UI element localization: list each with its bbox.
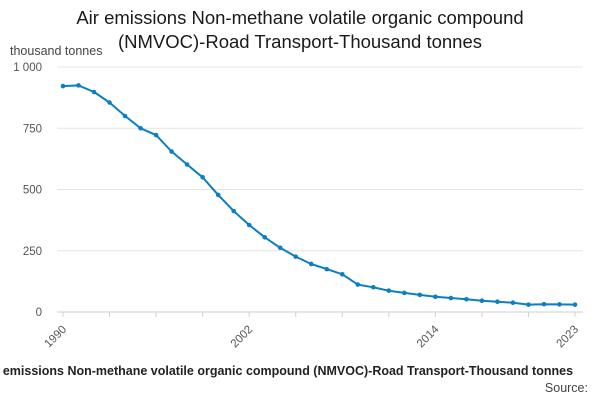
data-point	[277, 245, 283, 251]
data-point	[76, 83, 81, 88]
x-tick-label: 2023	[555, 324, 582, 351]
data-point	[107, 100, 112, 105]
y-tick-label: 0	[36, 307, 42, 319]
source-label: Source:	[544, 381, 588, 395]
series-legend-label: Air emissions Non-methane volatile organ…	[0, 364, 600, 382]
y-tick-label: 250	[23, 246, 42, 258]
x-tick-label: 1990	[43, 324, 70, 351]
series-legend-text: Air emissions Non-methane volatile organ…	[0, 364, 574, 378]
data-point	[448, 295, 454, 301]
data-point	[215, 192, 221, 198]
data-point	[169, 149, 174, 154]
data-point	[122, 113, 128, 119]
data-point	[324, 266, 330, 272]
data-point	[417, 292, 423, 298]
y-tick-label: 750	[23, 123, 42, 135]
x-tick-label: 2002	[229, 324, 256, 351]
data-point	[293, 254, 299, 259]
data-point	[572, 302, 578, 307]
series-line	[62, 84, 576, 306]
data-point	[386, 288, 392, 293]
chart-title: Air emissions Non-methane volatile organ…	[0, 6, 600, 54]
data-point	[510, 300, 516, 305]
chart-title-line-2: (NMVOC)-Road Transport-Thousand tonnes	[118, 31, 482, 52]
data-point	[479, 298, 485, 304]
data-point	[541, 301, 547, 307]
chart-title-line-1: Air emissions Non-methane volatile organ…	[76, 7, 524, 28]
y-tick-label: 1 000	[13, 62, 42, 74]
data-point	[60, 83, 66, 89]
data-point	[184, 162, 190, 167]
data-point	[200, 174, 205, 180]
data-point	[557, 302, 562, 307]
data-point	[433, 294, 438, 300]
data-point	[495, 299, 500, 305]
data-point	[153, 132, 159, 138]
data-point	[339, 271, 345, 277]
data-point	[464, 296, 469, 302]
data-point	[231, 208, 236, 214]
data-point	[355, 282, 361, 287]
y-axis-unit-label: thousand tonnes	[10, 44, 103, 58]
data-point	[402, 290, 407, 296]
data-point	[308, 261, 314, 267]
y-tick-label: 500	[23, 185, 42, 197]
data-point	[262, 234, 267, 240]
x-tick-label: 2014	[415, 323, 442, 350]
data-point	[91, 89, 97, 95]
data-point	[526, 302, 531, 307]
data-point	[138, 125, 143, 131]
data-point	[371, 284, 376, 290]
data-point	[246, 222, 252, 228]
